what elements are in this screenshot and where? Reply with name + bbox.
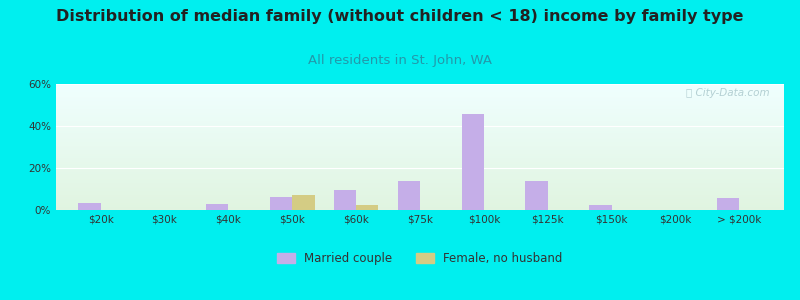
Bar <box>526 181 548 210</box>
Bar <box>334 190 356 210</box>
Bar <box>590 205 611 210</box>
Text: ⓘ City-Data.com: ⓘ City-Data.com <box>686 88 770 98</box>
Bar <box>398 181 420 210</box>
Bar <box>356 205 378 210</box>
Legend: Married couple, Female, no husband: Married couple, Female, no husband <box>273 247 567 270</box>
Bar <box>206 204 229 210</box>
Text: All residents in St. John, WA: All residents in St. John, WA <box>308 54 492 67</box>
Bar <box>78 203 101 210</box>
Bar <box>270 197 292 210</box>
Bar <box>292 195 314 210</box>
Bar <box>462 114 484 210</box>
Bar <box>717 199 739 210</box>
Text: Distribution of median family (without children < 18) income by family type: Distribution of median family (without c… <box>56 9 744 24</box>
